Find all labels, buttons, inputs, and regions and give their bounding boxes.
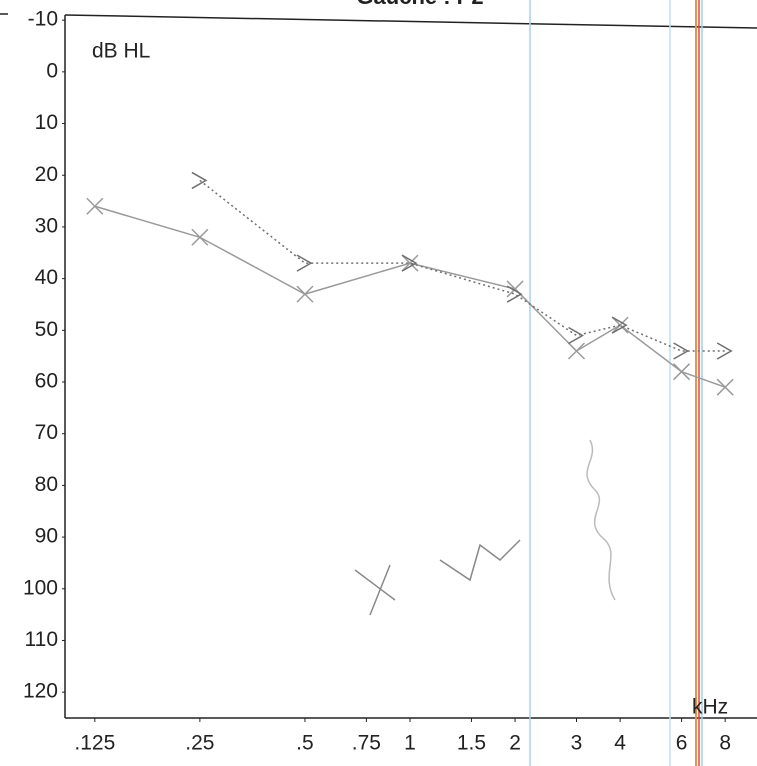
point-marker [611, 316, 629, 334]
point-marker [567, 342, 586, 360]
point-marker [611, 316, 628, 334]
scribble [586, 439, 616, 601]
point-marker [506, 285, 523, 303]
y-tick-label: 90 [35, 525, 58, 548]
point-marker [673, 363, 691, 381]
frame-top [64, 14, 757, 29]
y-tick-label: 0 [46, 59, 58, 82]
x-tick-label: 4 [614, 732, 626, 755]
y-tick-label: 80 [35, 473, 58, 496]
y-tick-label: 100 [23, 576, 58, 599]
y-tick-label: 30 [35, 214, 58, 237]
y-tick-label: 20 [35, 163, 58, 186]
point-marker [401, 254, 418, 272]
x-axis-label: kHz [692, 696, 728, 719]
y-axis-label: dB HL [92, 40, 150, 63]
y-tick-label: 40 [35, 266, 58, 289]
point-marker [296, 285, 314, 303]
point-marker [191, 171, 208, 190]
x-tick-label: 6 [676, 732, 688, 755]
y-tick-label: 70 [35, 421, 58, 444]
y-tick-label: 120 [23, 680, 58, 703]
point-marker [716, 342, 733, 360]
x-tick-label: 2 [509, 732, 521, 755]
x-tick-label: 1.5 [457, 732, 486, 755]
point-marker [86, 197, 104, 215]
point-marker [716, 378, 734, 396]
point-marker [296, 254, 313, 272]
x-tick-label: 3 [571, 732, 583, 755]
x-tick-label: .75 [352, 732, 381, 755]
y-tick-label: 50 [35, 318, 58, 341]
scribble [354, 539, 521, 616]
chart-title: Gauche : P2 [356, 0, 483, 9]
y-tick-label: 10 [35, 111, 58, 134]
x-tick-label: .125 [74, 732, 115, 755]
point-marker [191, 228, 209, 246]
point-marker [401, 254, 419, 272]
y-tick-label: -10 [28, 8, 58, 31]
y-tick-label: 110 [25, 628, 58, 651]
x-tick-label: .25 [185, 732, 214, 755]
x-tick-label: 1 [404, 732, 416, 755]
point-marker [568, 326, 585, 345]
series-line [199, 179, 726, 352]
x-tick-label: 8 [719, 732, 731, 755]
x-tick-label: .5 [296, 732, 314, 755]
point-marker [673, 342, 690, 360]
y-tick-label: 60 [35, 370, 58, 393]
